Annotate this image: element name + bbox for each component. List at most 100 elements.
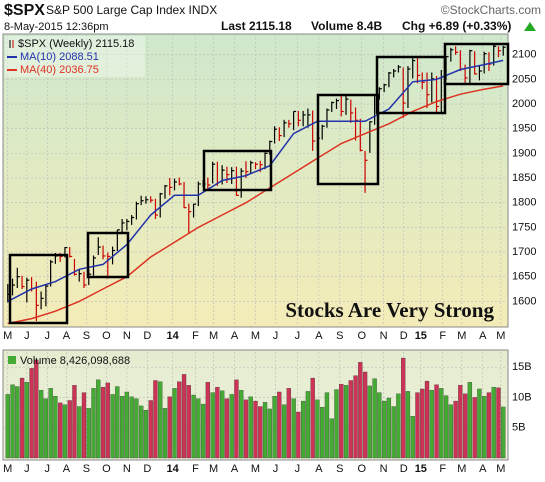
legend-label: MA(10) 2088.51: [20, 51, 99, 63]
volume-bar: [477, 388, 482, 459]
volume-bar: [72, 385, 77, 459]
volume-bar: [453, 400, 458, 459]
x-tick-label: N: [123, 463, 131, 475]
x-tick-label: J: [24, 330, 30, 342]
y-tick-label: 2000: [512, 98, 536, 110]
x-tick-label: A: [63, 330, 71, 342]
x-tick-label: J: [273, 463, 279, 475]
price-layer: 1600 1650 1700 1750 1800 1850 1900 1950 2000 2050…: [3, 34, 536, 342]
legend-swatch: [8, 356, 16, 364]
volume-bar: [38, 390, 44, 459]
x-tick-label: J: [24, 463, 30, 475]
volume-bar: [448, 404, 453, 459]
volume-bar: [196, 398, 201, 459]
volume-bar: [391, 406, 396, 459]
symbol: $SPX: [4, 2, 45, 19]
volume-bar: [329, 418, 334, 459]
legend-label: Volume 8,426,098,688: [20, 355, 130, 367]
box: [316, 93, 380, 186]
x-tick-label: S: [83, 463, 90, 475]
volume-bar: [248, 396, 253, 459]
volume-bar: [105, 382, 110, 459]
volume-summary: Volume 8.4B: [311, 19, 382, 33]
volume-bar: [215, 386, 220, 459]
legend-label: $SPX (Weekly) 2115.18: [18, 38, 134, 50]
x-tick-label: O: [102, 463, 111, 475]
volume-bar: [467, 382, 473, 459]
volume-bar: [100, 386, 106, 459]
volume-bar: [443, 395, 449, 459]
volume-bar: [239, 390, 244, 459]
x-tick-label: A: [479, 330, 487, 342]
date: 8-May-2015 12:36pm: [4, 21, 109, 33]
volume-bar: [153, 380, 158, 459]
volume-bar: [281, 404, 287, 459]
x-tick-label: J: [295, 463, 301, 475]
volume-bar: [401, 357, 406, 459]
y-tick-label: 2100: [512, 49, 536, 61]
x-tick-label: S: [83, 330, 90, 342]
volume-bar: [491, 386, 496, 459]
volume-bar: [224, 398, 230, 459]
x-tick-label: O: [102, 330, 111, 342]
volume-bar: [110, 394, 115, 459]
volume-bar: [310, 377, 315, 459]
x-tick-label: M: [209, 463, 218, 475]
volume-bar: [220, 390, 225, 459]
x-tick-label: 15: [415, 330, 427, 342]
x-tick-label: F: [192, 330, 199, 342]
x-tick-label: M: [496, 463, 505, 475]
y-tick-label: 1900: [512, 147, 536, 159]
source: ©StockCharts.com: [441, 3, 541, 17]
x-tick-label: A: [63, 463, 71, 475]
volume-bar: [229, 394, 234, 459]
x-tick-label: D: [400, 330, 408, 342]
y-tick-label: 1800: [512, 197, 536, 209]
y-tick-label: 1950: [512, 123, 536, 135]
volume-bar: [253, 400, 258, 459]
volume-bar: [43, 398, 49, 459]
x-tick-label: O: [357, 463, 366, 475]
volume-bar: [86, 408, 91, 459]
volume-bar: [181, 374, 187, 459]
volume-bar: [472, 397, 477, 459]
last: Last 2115.18: [221, 19, 292, 33]
volume-bar: [362, 371, 368, 459]
y-tick-label: 1750: [512, 221, 536, 233]
volume-bar: [53, 396, 58, 459]
y-tick-label: 1600: [512, 295, 536, 307]
x-tick-label: D: [143, 330, 151, 342]
volume-bar: [210, 392, 215, 459]
x-tick-label: D: [400, 463, 408, 475]
x-tick-label: M: [3, 330, 12, 342]
x-tick-label: M: [457, 330, 466, 342]
volume-bar: [277, 391, 282, 459]
x-tick-label: F: [439, 330, 446, 342]
x-tick-label: N: [123, 330, 131, 342]
volume-bar: [286, 388, 291, 459]
volume-bar: [200, 403, 206, 459]
box: [202, 149, 273, 192]
volume-bar: [300, 400, 306, 459]
x-tick-label: M: [209, 330, 218, 342]
volume-bar: [296, 411, 301, 459]
volume-bar: [496, 387, 501, 459]
volume-bar: [320, 406, 325, 459]
box: [8, 253, 69, 325]
volume-bar: [258, 406, 263, 459]
volume-bar: [172, 388, 177, 459]
volume-bar: [15, 386, 20, 459]
volume-bar: [367, 385, 372, 459]
index-name: S&P 500 Large Cap Index INDX: [46, 3, 217, 17]
volume-bar: [119, 396, 125, 459]
x-tick-label: M: [496, 330, 505, 342]
volume-bar: [343, 385, 349, 459]
volume-bar: [482, 396, 487, 459]
volume-bar: [81, 392, 87, 459]
volume-bar: [339, 383, 344, 459]
volume-bar: [420, 388, 425, 459]
volume-bar: [19, 377, 25, 459]
box: [443, 42, 510, 86]
x-tick-label: O: [357, 330, 366, 342]
